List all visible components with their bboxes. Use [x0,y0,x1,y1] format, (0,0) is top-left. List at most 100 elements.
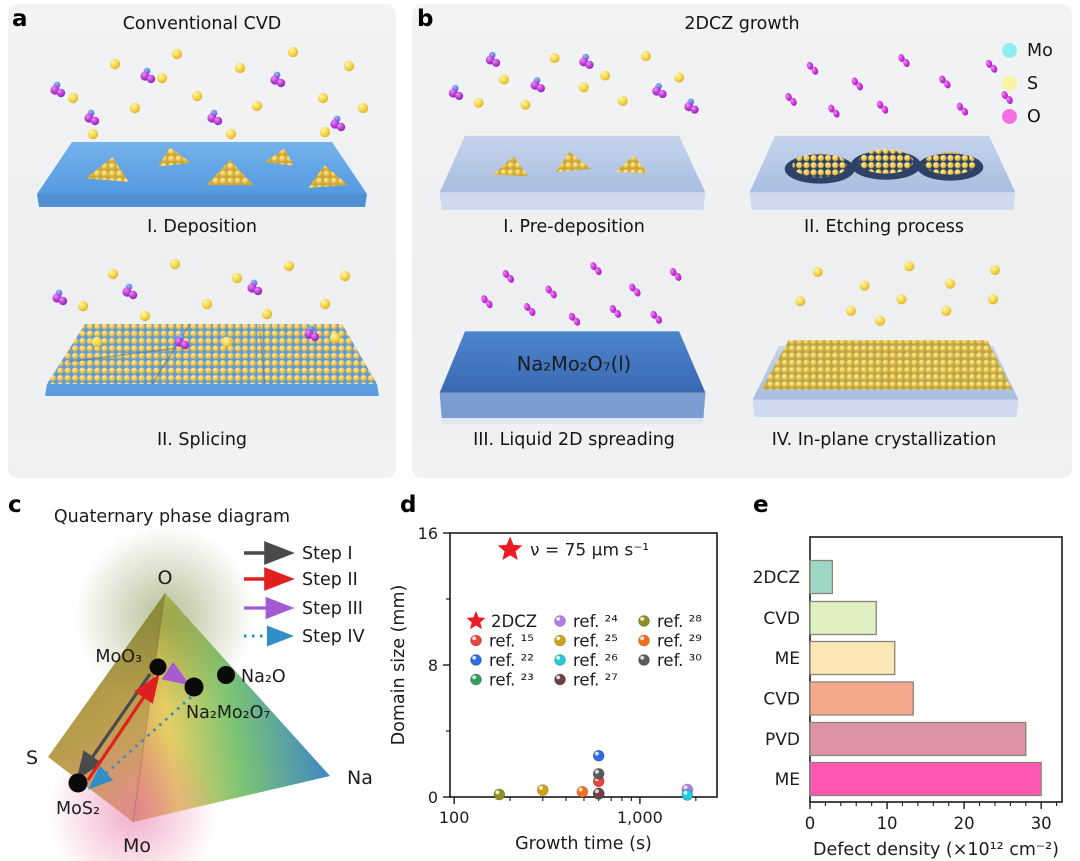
x-axis-label: Growth time (s) [515,834,652,854]
molecule-s [319,126,331,138]
caption-splicing: II. Splicing [156,430,248,450]
molecule-s [357,102,369,114]
legend-label: ref. ²⁶ [573,651,618,670]
molecule-m [530,77,545,93]
bar-pvd-4 [809,721,1027,757]
legend-star [466,611,486,630]
molecule-s [343,60,355,72]
path-step2 [86,673,160,781]
panel-a-card [8,4,396,478]
legend-label: ref. ²² [489,651,534,670]
mos2-flake-dots [158,147,191,167]
y-tick-label: 0 [428,788,438,807]
molecule-s [617,95,628,106]
molecule-o [650,310,662,324]
bar-cvd-3 [809,681,914,716]
step4-label: Step IV [302,627,365,647]
molecule-s [945,278,956,289]
legend-item-s: S [1002,67,1053,100]
molecule-o [568,312,581,326]
molecule-s [234,62,246,74]
molecule-m [174,333,190,350]
panel-a-label: a [12,6,28,32]
molecule-s [77,300,89,312]
liquid-front [439,392,706,418]
category-label: 2DCZ [753,568,800,588]
molecule-o [545,285,557,299]
mos2-flake-dots [493,156,529,177]
scatter-point [592,787,605,800]
legend-label: ref. ²⁸ [657,612,702,631]
label-na2mo2o7: Na₂Mo₂O₇ [186,703,270,723]
grain-boundary [151,323,191,385]
caption-etching: II. Etching process [804,217,964,237]
molecule-m [140,67,156,84]
molecule-s [261,308,273,320]
x-tick-label: 10 [877,814,898,833]
mos2-flake-dots [264,148,294,166]
etched-flake [792,152,848,178]
y-tick-label: 16 [418,524,438,543]
scatter-point [493,788,506,801]
y-axis-label: Domain size (mm) [389,585,409,746]
panel-e-label: e [753,492,769,518]
molecule-o [939,75,951,89]
liquid-formula: Na₂Mo₂O₇(l) [517,352,631,375]
molecule-s [941,305,952,316]
s-swatch [1002,76,1017,91]
legend-label: ref. ¹⁵ [489,632,534,651]
substrate-front [37,194,367,207]
molecule-s [339,270,351,282]
x-tick-label: 100 [439,808,470,827]
substrate-front [45,384,379,396]
legend-label: ref. ²⁵ [573,632,618,651]
molecule-s [225,128,237,140]
star-2dcz-point [497,536,523,560]
molecule-o [524,303,536,316]
scatter-point [638,654,650,666]
mo-swatch [1002,43,1017,58]
molecule-m [652,82,667,99]
legend-label: 2DCZ [491,612,537,631]
o-label: O [1027,106,1041,127]
molecule-o [609,305,622,318]
molecule-s [221,336,233,348]
slab-front [752,399,1019,418]
molecule-m [270,71,286,88]
molecule-s [191,90,203,102]
scatter-point [554,654,566,666]
scatter-point [554,673,566,686]
grain-boundary [66,347,178,363]
scatter-point [536,784,549,796]
panel-a-title: Conventional CVD [122,14,282,34]
splicing-illustration [45,258,379,396]
molecule-s [87,128,99,140]
molecule-s [549,52,560,64]
etching-illustration [749,54,1016,210]
molecule-s [67,92,79,104]
mos2-film [761,340,1013,390]
molecule-o [481,295,493,309]
domain-size-chart: 0 8 16 100 1,000 Domain size (mm) Growth time … [389,524,718,854]
step-legend: Step I Step II Step III Step IV [244,541,365,647]
molecule-m [84,109,100,126]
molecule-o [876,100,889,114]
molecule-s [473,97,484,108]
category-label: PVD [765,730,800,750]
molecule-m [579,53,594,69]
crease-edge [132,592,166,823]
bar-me-2 [809,640,896,676]
pre-deposition-illustration [439,51,706,210]
step2-label: Step II [302,570,358,590]
mos2-film [47,324,377,384]
molecule-s [169,258,181,270]
molecule-s [904,261,915,272]
caption-liquid-spreading: III. Liquid 2D spreading [473,430,675,450]
liquid-spreading-illustration: Na₂Mo₂O₇(l) [439,262,706,424]
molecule-s [319,298,331,310]
molecule-s [859,280,870,291]
molecule-o [956,102,969,116]
molecule-s [201,298,213,310]
molecule-s [875,315,886,326]
